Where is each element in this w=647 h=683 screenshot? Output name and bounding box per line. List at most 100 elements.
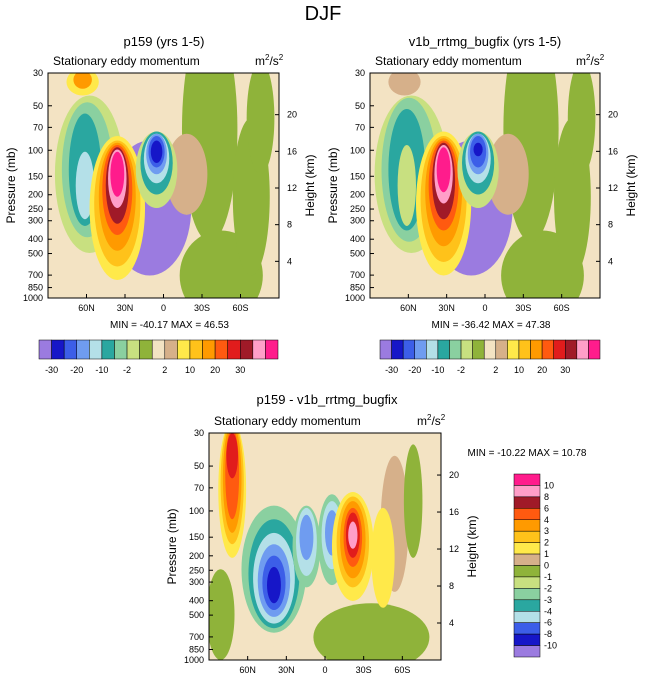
height-tick-label: 16	[449, 507, 459, 517]
pressure-tick-label: 700	[350, 270, 365, 280]
contour-region	[181, 178, 192, 215]
lat-tick-label: 60N	[400, 303, 417, 313]
colorbar-swatch	[513, 565, 541, 578]
units-label: m2/s2	[255, 53, 284, 68]
colorbar-swatch	[513, 553, 541, 566]
y-axis-label: Pressure (mb)	[326, 147, 340, 223]
height-tick-label: 12	[449, 544, 459, 554]
colorbar-swatch	[513, 496, 541, 509]
y-axis-label-right: Height (km)	[303, 154, 317, 216]
lat-tick-label: 30N	[117, 303, 134, 313]
colorbar: -30 -20 -10 -2 2 10 20 30	[379, 339, 601, 375]
colorbar-label: -20	[70, 365, 83, 375]
colorbar-swatch	[565, 339, 578, 360]
pressure-tick-label: 850	[350, 283, 365, 293]
y-axis-label-right: Height (km)	[624, 154, 638, 216]
contour-region	[436, 147, 451, 193]
colorbar-swatch	[177, 339, 191, 360]
pressure-tick-label: 300	[350, 216, 365, 226]
pressure-tick-label: 1000	[23, 293, 43, 303]
lat-tick-label: 60N	[78, 303, 95, 313]
colorbar-swatch	[513, 611, 541, 623]
colorbar-swatch	[240, 339, 254, 360]
y-axis-label: Pressure (mb)	[4, 147, 18, 223]
lat-tick-label: 0	[161, 303, 166, 313]
colorbar-label: 2	[544, 538, 549, 548]
units-label: m2/s2	[417, 413, 446, 428]
colorbar-label: 0	[544, 561, 549, 571]
colorbar-label: -10	[544, 641, 557, 651]
pressure-tick-label: 700	[28, 270, 43, 280]
pressure-tick-label: 850	[189, 644, 204, 654]
pressure-tick-label: 400	[28, 234, 43, 244]
colorbar-swatch	[472, 339, 485, 360]
colorbar-label: 20	[210, 365, 220, 375]
contour-region	[110, 151, 125, 197]
colorbar-swatch	[530, 339, 543, 360]
colorbar-label: 1	[544, 549, 549, 559]
colorbar-swatch	[139, 339, 153, 360]
colorbar: -30 -20 -10 -2 2 10 20 30	[38, 339, 279, 375]
pressure-tick-label: 150	[28, 171, 43, 181]
contour-field	[374, 73, 596, 298]
pressure-tick-label: 300	[28, 216, 43, 226]
colorbar-label: -30	[45, 365, 58, 375]
colorbar-label: -4	[544, 606, 552, 616]
height-tick-label: 8	[608, 220, 613, 230]
colorbar-label: 2	[162, 365, 167, 375]
colorbar-swatch	[265, 339, 279, 360]
colorbar-swatch	[151, 339, 166, 360]
y-axis-label: Pressure (mb)	[165, 508, 179, 584]
lat-tick-label: 0	[482, 303, 487, 313]
lat-tick-label: 60S	[394, 665, 410, 675]
min-max-stats: MIN = -40.17 MAX = 46.53	[110, 320, 229, 331]
colorbar-swatch	[513, 530, 541, 543]
pressure-tick-label: 500	[28, 249, 43, 259]
colorbar-swatch	[391, 339, 404, 360]
contour-region	[371, 507, 395, 608]
colorbar-swatch	[513, 519, 541, 532]
pressure-tick-label: 1000	[345, 293, 365, 303]
field-label: Stationary eddy momentum	[214, 414, 361, 428]
colorbar-label: 30	[560, 365, 570, 375]
colorbar-swatch	[414, 339, 427, 360]
colorbar-swatch	[513, 588, 541, 601]
height-tick-label: 4	[287, 256, 292, 266]
pressure-tick-label: 1000	[184, 655, 204, 665]
colorbar-label: -10	[95, 365, 108, 375]
colorbar-swatch	[576, 339, 589, 360]
colorbar-swatch	[513, 473, 541, 486]
colorbar-swatch	[513, 576, 541, 589]
colorbar-label: 10	[185, 365, 195, 375]
colorbar-label: 2	[493, 365, 498, 375]
colorbar-swatch	[51, 339, 65, 360]
pressure-tick-label: 70	[194, 483, 204, 493]
panel-title: p159 (yrs 1-5)	[124, 34, 205, 49]
colorbar-swatch	[63, 339, 77, 360]
colorbar-swatch	[460, 339, 473, 360]
height-tick-label: 12	[608, 183, 618, 193]
colorbar-label: 10	[514, 365, 524, 375]
y-axis-label-right: Height (km)	[465, 515, 479, 577]
colorbar-swatch	[507, 339, 520, 360]
colorbar-swatch	[214, 339, 228, 360]
pressure-tick-label: 30	[33, 68, 43, 78]
pressure-tick-label: 50	[355, 101, 365, 111]
colorbar-label: -20	[408, 365, 421, 375]
pressure-tick-label: 70	[33, 122, 43, 132]
colorbar-label: -30	[385, 365, 398, 375]
contour-region	[487, 133, 529, 215]
colorbar-swatch	[126, 339, 140, 360]
pressure-tick-label: 200	[189, 551, 204, 561]
colorbar-swatch	[513, 633, 541, 646]
pressure-tick-label: 250	[350, 204, 365, 214]
min-max-stats: MIN = -36.42 MAX = 47.38	[432, 320, 551, 331]
lat-tick-label: 30S	[515, 303, 531, 313]
colorbar-swatch	[513, 645, 541, 658]
pressure-tick-label: 200	[350, 190, 365, 200]
colorbar-swatch	[495, 339, 508, 360]
colorbar-swatch	[38, 339, 52, 360]
pressure-tick-label: 300	[189, 577, 204, 587]
